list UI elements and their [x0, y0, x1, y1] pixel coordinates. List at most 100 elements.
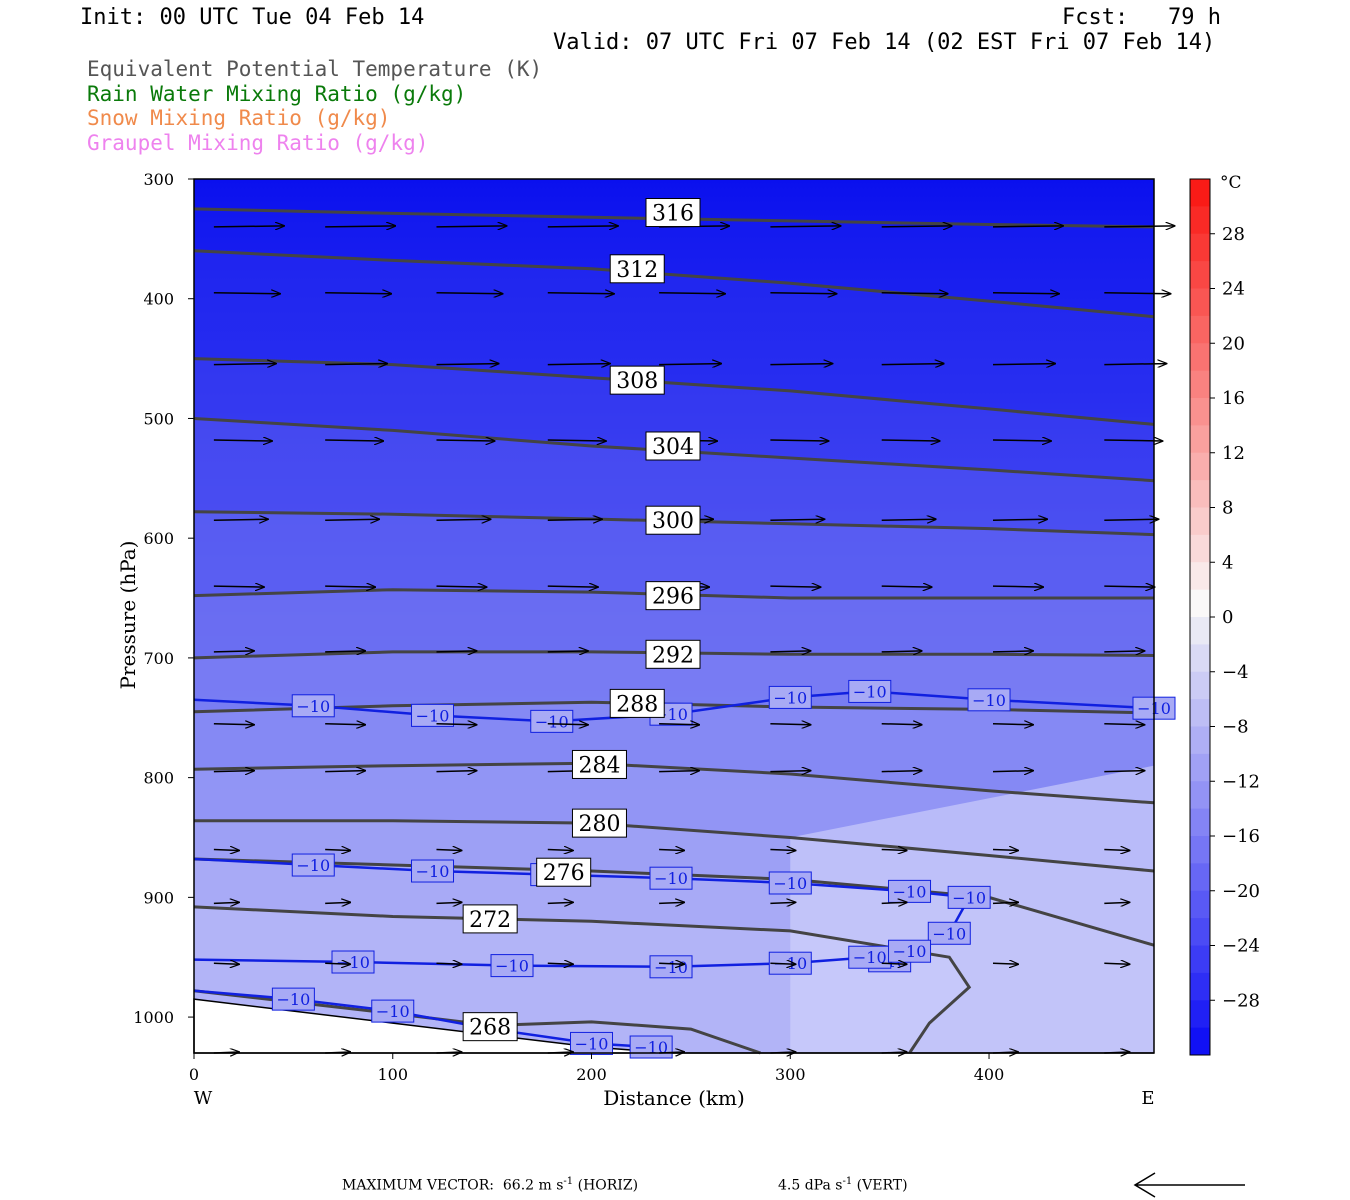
reference-vector-arrow	[1133, 1172, 1245, 1198]
wind-vector	[1104, 724, 1144, 725]
wind-vector	[436, 293, 502, 294]
colorbar-swatch	[1190, 753, 1210, 782]
isotherm-label-box	[768, 871, 812, 895]
isotherm-label-box	[768, 685, 812, 709]
isotherm-label: −10	[952, 888, 986, 907]
wind-vector	[213, 440, 272, 441]
colorbar-swatch	[1190, 507, 1210, 536]
colorbar-swatch	[1190, 370, 1210, 399]
isotherm-label: −10	[296, 856, 330, 875]
wind-vector	[436, 440, 494, 441]
wind-vector	[992, 226, 1063, 227]
wind-vector	[325, 651, 365, 652]
wind-vector	[659, 364, 721, 365]
y-tick-label: 800	[143, 769, 174, 788]
wind-vector	[547, 963, 573, 964]
wind-vector	[436, 902, 461, 903]
colorbar-swatch	[1190, 945, 1210, 974]
contour-label: 284	[578, 753, 620, 778]
wind-vector	[881, 226, 952, 227]
colorbar-tick-label: −4	[1222, 662, 1249, 683]
wind-vector	[1104, 293, 1170, 294]
wind-vector	[1104, 440, 1162, 441]
colorbar-swatch	[1190, 206, 1210, 235]
wind-vector	[659, 724, 699, 725]
colorbar-tick-label: 24	[1222, 279, 1245, 300]
contour-label: 312	[616, 258, 658, 283]
contour-label: 276	[543, 861, 585, 886]
wind-vector	[547, 849, 573, 850]
wind-vector	[325, 440, 383, 441]
colorbar-swatch	[1190, 179, 1210, 207]
wind-vector	[547, 586, 598, 587]
isotherm-label-box	[271, 987, 315, 1011]
contour-label: 288	[616, 692, 658, 717]
isotherm-label-box	[371, 999, 415, 1023]
colorbar-tick-label: 28	[1222, 224, 1245, 245]
wind-vector	[436, 771, 476, 772]
wind-vector	[992, 963, 1018, 964]
colorbar-swatch	[1190, 644, 1210, 673]
colorbar-tick-label: 0	[1222, 607, 1233, 628]
light-region	[790, 765, 1154, 1053]
isotherm-label: −10	[972, 691, 1006, 710]
wind-vector	[992, 771, 1033, 772]
colorbar-swatch	[1190, 315, 1210, 344]
isotherm-label: −10	[853, 682, 887, 701]
x-tick-label: 200	[576, 1065, 607, 1084]
isotherm-label: −10	[495, 957, 529, 976]
isotherm-label: −10	[773, 688, 807, 707]
x-end-label-west: W	[194, 1088, 213, 1109]
wind-vector	[1104, 849, 1129, 850]
wind-vector	[547, 902, 573, 903]
isotherm-label-box	[490, 954, 534, 978]
wind-vector	[436, 586, 486, 587]
colorbar-swatch	[1190, 863, 1210, 892]
wind-vector	[659, 293, 725, 294]
wind-vector	[547, 226, 618, 227]
isotherm-label-box	[947, 885, 991, 909]
wind-vector	[1104, 902, 1129, 903]
wind-vector	[659, 963, 684, 964]
contour-label: 300	[652, 509, 694, 534]
wind-vector	[325, 963, 350, 964]
isotherm-label-box	[411, 859, 455, 883]
wind-vector	[770, 902, 795, 903]
wind-vector	[436, 364, 498, 365]
contour-label-box	[609, 254, 665, 284]
wind-vector	[547, 724, 588, 725]
isotherm-label: −10	[416, 862, 450, 881]
wind-vector	[881, 849, 907, 850]
isotherm-label: −10	[535, 712, 569, 731]
colorbar-swatch	[1190, 343, 1210, 372]
wind-vector	[547, 293, 614, 294]
legend-snow: Snow Mixing Ratio (g/kg)	[87, 106, 391, 130]
isotherm-label-box	[291, 853, 335, 877]
theta-e-contour	[194, 819, 1155, 873]
wind-vector	[325, 849, 350, 850]
colorbar-swatch	[1190, 534, 1210, 563]
contour-label-box	[462, 1012, 518, 1042]
wind-vector	[213, 902, 239, 903]
y-tick-label: 500	[143, 409, 174, 428]
wind-vector	[325, 226, 395, 227]
colorbar-swatch	[1190, 726, 1210, 755]
wind-vector	[436, 724, 476, 725]
wind-vector	[770, 293, 836, 294]
wind-vector	[992, 293, 1059, 294]
wind-vector	[659, 902, 684, 903]
isotherm-label: −10	[336, 953, 370, 972]
isotherm-label: −10	[634, 1038, 668, 1057]
wind-vector	[325, 364, 387, 365]
wind-vector	[770, 440, 828, 441]
wind-vector	[881, 519, 936, 520]
wind-vector	[881, 586, 932, 587]
wind-vector	[213, 364, 276, 365]
wind-vector	[881, 771, 922, 772]
wind-vector	[213, 771, 254, 772]
wind-vector	[992, 651, 1033, 652]
colorbar-swatch	[1190, 808, 1210, 837]
wind-vector	[547, 364, 610, 365]
max-vector-vert: 4.5 dPa s-1 (VERT)	[778, 1176, 908, 1194]
